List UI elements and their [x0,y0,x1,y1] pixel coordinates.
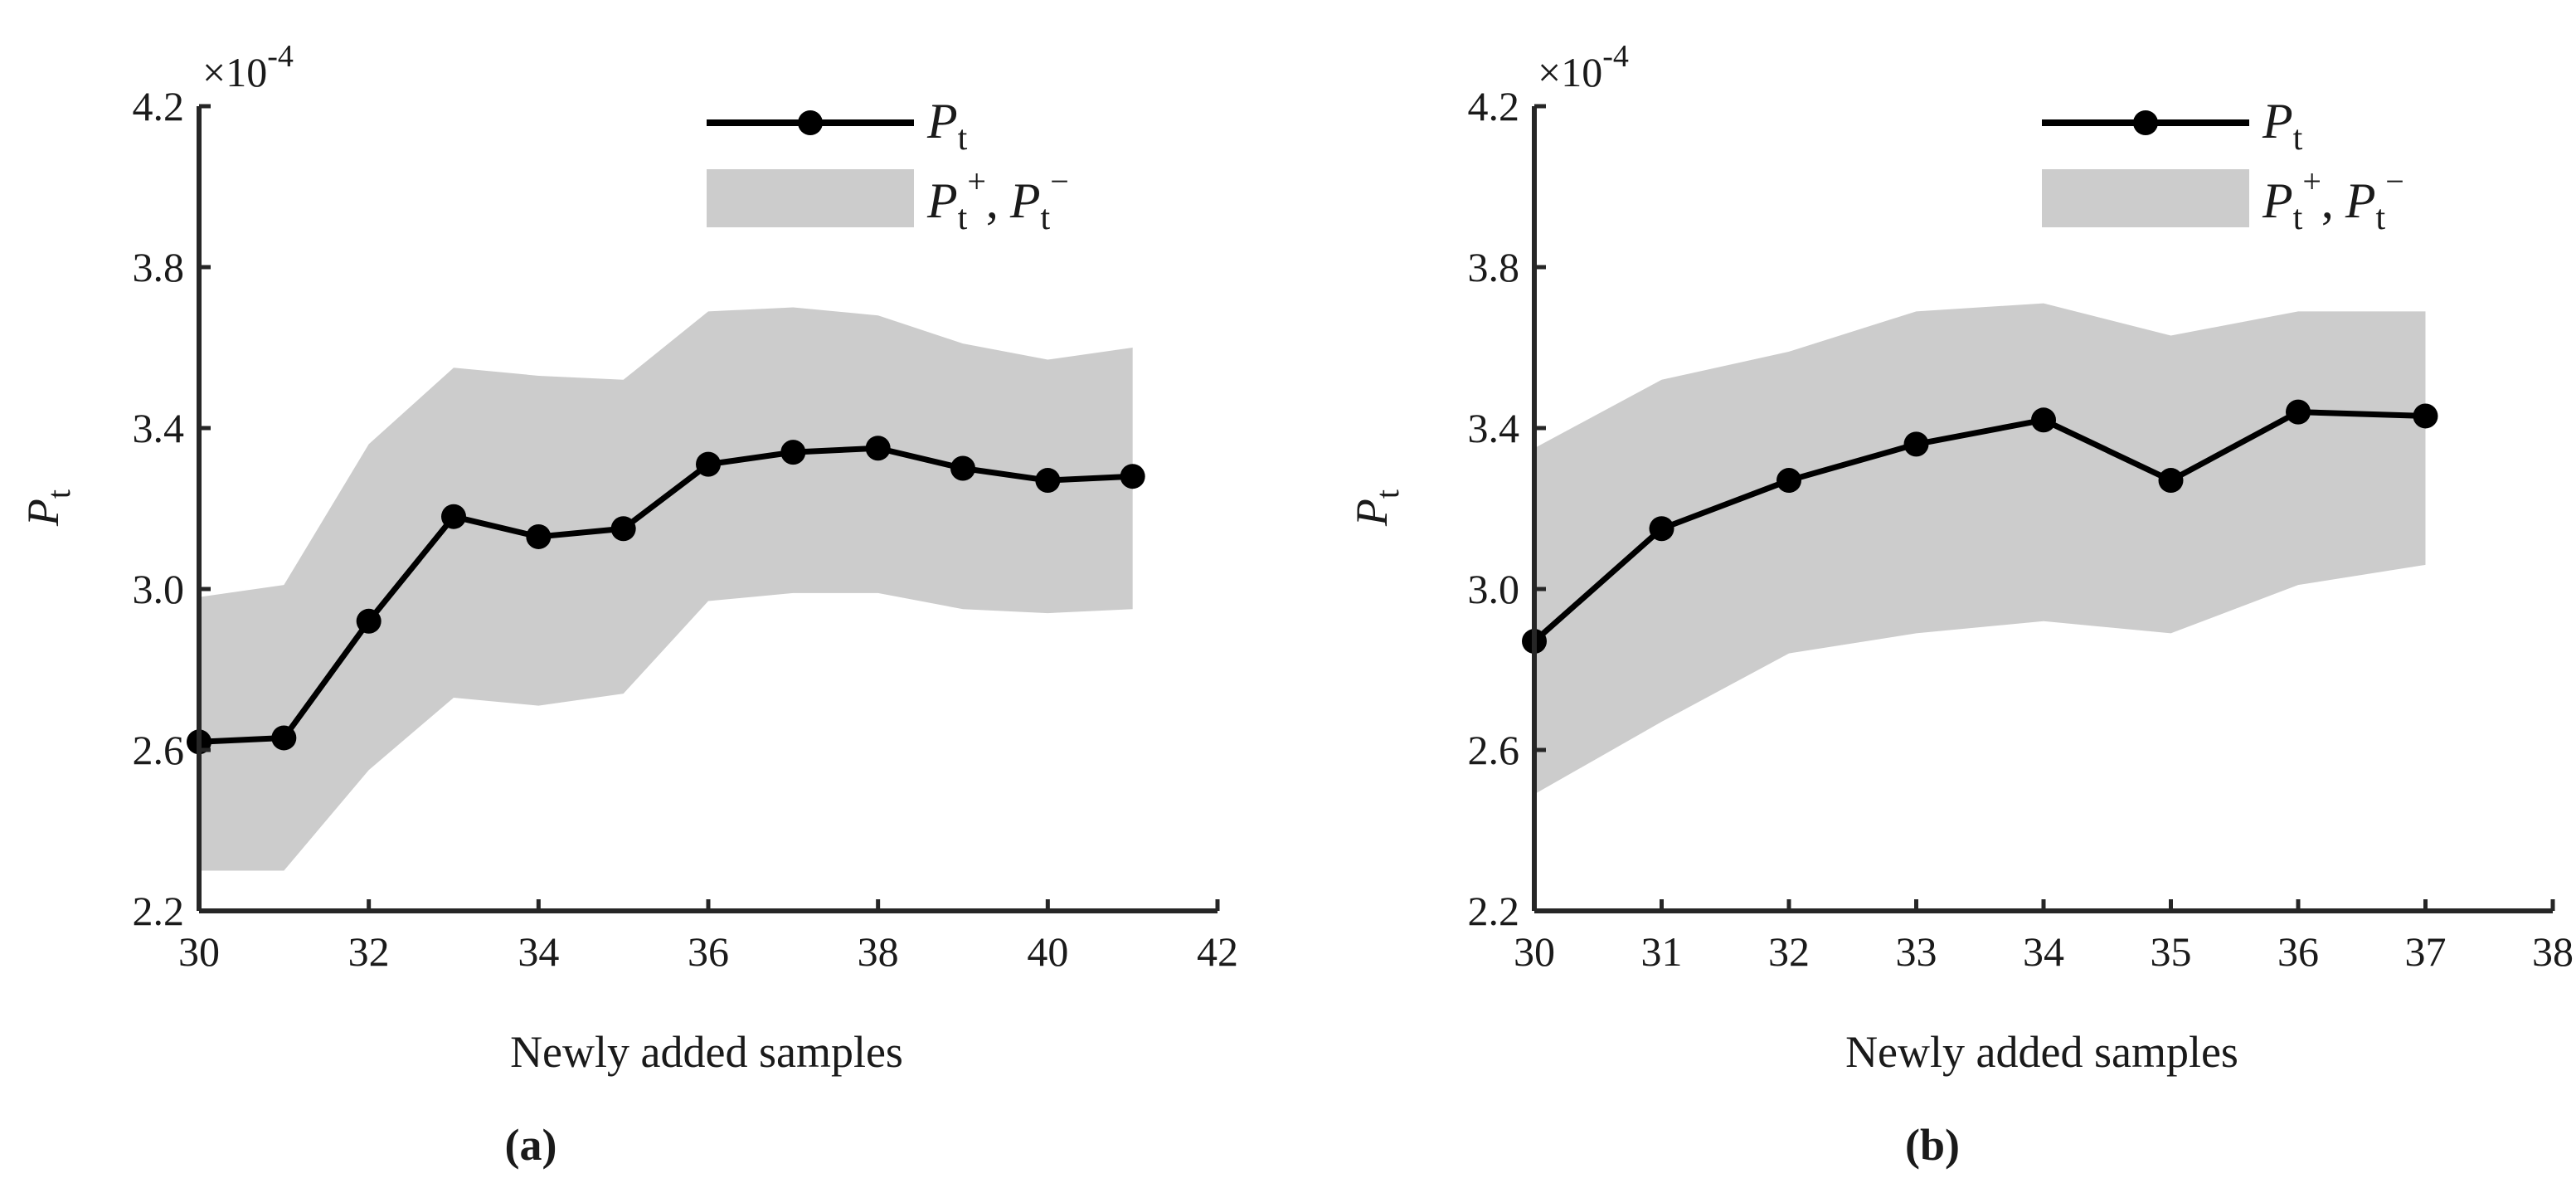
y-tick-label: 3.4 [133,405,185,451]
legend-label-band: Pt+, Pt− [926,163,1069,237]
confidence-band-layer [1534,303,2426,795]
y-tick-label: 3.0 [133,566,185,612]
x-tick-label: 32 [1768,928,1810,975]
y-tick-label: 3.8 [133,244,185,290]
x-tick-label: 32 [348,928,390,975]
legend-label-pt: Pt [2262,94,2303,158]
x-axis-label: Newly added samples [1845,1027,2238,1077]
pt-data-point [950,455,975,481]
y-exponent-label: ×10-4 [202,39,294,95]
pt-data-point [1120,464,1145,489]
pt-data-point [2413,403,2438,429]
ticks-layer: 30 31 32 33 34 35 36 37 38 2.2 2.6 3.0 3.4 3.8 4.2 [1468,83,2574,975]
pt-data-point [356,608,382,634]
chart-panel-b: 30 31 32 33 34 35 36 37 38 2.2 2.6 3.0 3.4 3.8 4.2 ×10… [1347,39,2574,1170]
pt-data-point [780,440,806,465]
x-tick-label: 38 [858,928,899,975]
pt-series-line [1532,409,2426,644]
legend-label-band: Pt+, Pt− [2262,163,2404,237]
pt-data-point [865,436,891,461]
x-tick-label: 30 [1514,928,1555,975]
confidence-band [199,307,1133,871]
pt-data-point [1035,468,1061,494]
pt-data-point [2031,407,2056,433]
pt-data-point [1903,431,1929,457]
y-tick-label: 2.2 [1468,888,1520,934]
legend-band-swatch [707,169,914,227]
legend-band-swatch [2042,169,2249,227]
pt-data-point [696,451,721,477]
pt-series-line [198,445,1133,745]
confidence-band-layer [199,307,1133,871]
confidence-band [1534,303,2426,795]
ticks-layer: 30 32 34 36 38 40 42 2.2 2.6 3.0 3.4 3.8 4.2 [133,83,1239,975]
x-tick-label: 36 [2277,928,2319,975]
legend: Pt Pt+, Pt− [707,94,1069,237]
legend-label-pt: Pt [926,94,968,158]
pt-data-point [610,516,636,542]
sub-caption-a: (a) [505,1120,557,1170]
pt-data-point [1776,468,1801,494]
x-axis-label: Newly added samples [510,1027,903,1077]
pt-data-point [441,504,466,529]
pt-data-point [2286,399,2311,425]
y-tick-label: 2.6 [1468,727,1520,773]
x-tick-label: 42 [1197,928,1238,975]
x-tick-label: 37 [2405,928,2447,975]
y-exponent-label: ×10-4 [1538,39,1629,95]
x-tick-label: 34 [2023,928,2064,975]
y-tick-label: 2.2 [133,888,185,934]
x-tick-label: 30 [178,928,220,975]
x-tick-label: 40 [1027,928,1068,975]
y-tick-label: 3.4 [1468,405,1520,451]
pt-data-point [2158,468,2184,494]
y-tick-label: 4.2 [133,83,185,129]
y-axis-label: Pt [18,489,77,527]
x-tick-label: 33 [1896,928,1937,975]
pt-data-point [526,523,552,549]
pt-line-layer [1522,399,2438,655]
y-tick-label: 3.8 [1468,244,1520,290]
legend-marker-swatch [798,110,823,135]
x-tick-label: 34 [518,928,559,975]
y-axis-label: Pt [1347,489,1406,527]
chart-panel-a: 30 32 34 36 38 40 42 2.2 2.6 3.0 3.4 3.8 4.2 ×10-4 P… [18,39,1238,1170]
legend-marker-swatch [2133,110,2158,135]
pt-data-point [271,725,297,751]
x-tick-label: 36 [688,928,729,975]
pt-line-layer [187,436,1145,755]
x-tick-label: 38 [2532,928,2574,975]
pt-data-point [1649,516,1674,542]
y-tick-label: 3.0 [1468,566,1520,612]
y-tick-label: 4.2 [1468,83,1520,129]
x-tick-label: 31 [1641,928,1683,975]
x-tick-label: 35 [2151,928,2192,975]
sub-caption-b: (b) [1905,1120,1960,1170]
y-tick-label: 2.6 [133,727,185,773]
legend: Pt Pt+, Pt− [2042,94,2404,237]
